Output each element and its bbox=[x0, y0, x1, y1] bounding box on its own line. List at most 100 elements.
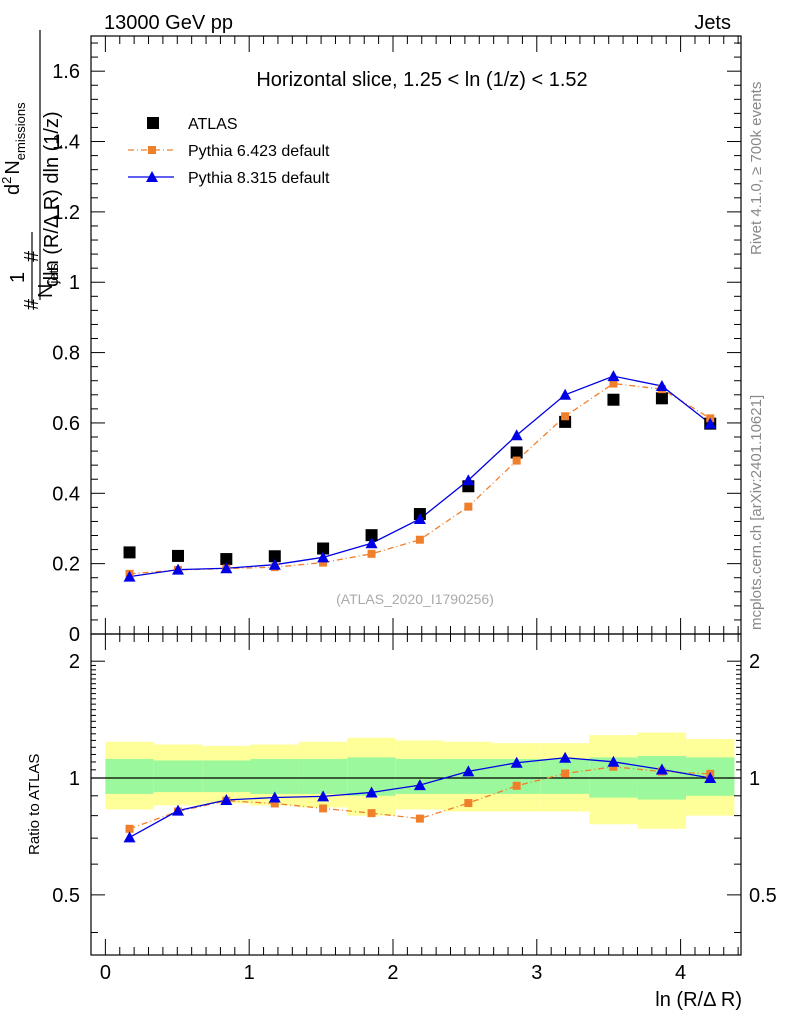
ratio-point-pythia8 bbox=[268, 791, 281, 803]
atlas-data-point bbox=[655, 392, 668, 405]
ratio-point-pythia6 bbox=[125, 824, 134, 833]
ratio-y-tick-label-left: 0.5 bbox=[52, 885, 80, 907]
pythia8-point bbox=[559, 388, 572, 400]
ylabel-numerator: d2Nemissions bbox=[0, 102, 28, 195]
pythia6-point bbox=[367, 549, 376, 558]
ratio-band-inner bbox=[202, 760, 251, 793]
header-left: 13000 GeV pp bbox=[104, 12, 233, 34]
ratio-point-pythia6 bbox=[367, 809, 376, 818]
legend-marker-pythia8 bbox=[146, 171, 158, 182]
series-line-pythia8 bbox=[129, 375, 711, 578]
ratio-point-pythia6 bbox=[561, 769, 570, 778]
pythia8-point bbox=[510, 429, 523, 441]
ratio-y-tick-label-left: 2 bbox=[69, 651, 80, 673]
legend-marker-atlas bbox=[147, 117, 159, 129]
analysis-watermark: (ATLAS_2020_I1790256) bbox=[336, 591, 494, 607]
x-tick-label: 0 bbox=[100, 962, 111, 984]
main-y-tick-label: 1 bbox=[69, 272, 80, 294]
ratio-y-tick-label-left: 1 bbox=[69, 768, 80, 790]
ratio-point-pythia8 bbox=[559, 751, 572, 763]
x-axis-label: ln (R/Δ R) bbox=[655, 989, 742, 1011]
ratio-point-pythia6 bbox=[464, 799, 473, 808]
ratio-y-tick-label-right: 1 bbox=[749, 768, 760, 790]
main-y-tick-label: 1.2 bbox=[52, 202, 80, 224]
pythia6-point bbox=[464, 502, 473, 511]
ratio-point-pythia8 bbox=[123, 831, 136, 843]
mcplots-label: mcplots.cern.ch [arXiv:2401.10621] bbox=[748, 395, 765, 630]
ratio-y-tick-label-right: 2 bbox=[749, 651, 760, 673]
main-panel: Horizontal slice, 1.25 < ln (1/z) < 1.52… bbox=[0, 30, 742, 646]
legend-label-atlas: ATLAS bbox=[188, 116, 238, 133]
series-line-pythia6 bbox=[129, 382, 711, 575]
ratio-point-pythia8 bbox=[607, 755, 620, 767]
pythia6-point bbox=[512, 456, 521, 465]
legend: ATLAS Pythia 6.423 default Pythia 8.315 … bbox=[128, 116, 330, 187]
ratio-band-inner bbox=[250, 758, 299, 794]
atlas-data-point bbox=[172, 549, 185, 562]
header-right: Jets bbox=[694, 12, 731, 34]
legend-label-pythia8: Pythia 8.315 default bbox=[188, 170, 330, 187]
ratio-plot-frame bbox=[90, 633, 742, 956]
ylabel-denominator: dln (R/Δ R) dln (1/z) bbox=[41, 111, 63, 287]
atlas-data-point bbox=[365, 529, 378, 542]
pythia8-point bbox=[462, 474, 475, 486]
ratio-point-pythia6 bbox=[512, 781, 521, 790]
ratio-point-pythia8 bbox=[413, 779, 426, 791]
pythia8-point bbox=[317, 551, 330, 563]
ratio-point-pythia6 bbox=[415, 814, 424, 823]
ratio-point-pythia8 bbox=[462, 765, 475, 777]
ratio-y-axis-label: Ratio to ATLAS bbox=[26, 754, 43, 855]
ratio-point-pythia6 bbox=[270, 799, 279, 808]
pythia8-point bbox=[220, 562, 233, 574]
pythia8-point bbox=[413, 512, 426, 524]
ratio-point-pythia8 bbox=[510, 756, 523, 768]
pythia6-point bbox=[609, 379, 618, 388]
ratio-point-pythia8 bbox=[655, 763, 668, 775]
pythia8-point bbox=[704, 417, 717, 429]
main-y-tick-label: 0.4 bbox=[52, 483, 80, 505]
pythia8-point bbox=[607, 370, 620, 382]
ratio-point-pythia8 bbox=[365, 786, 378, 798]
x-tick-label: 4 bbox=[675, 962, 686, 984]
ratio-band-inner bbox=[105, 758, 154, 794]
x-tick-label: 2 bbox=[387, 962, 398, 984]
pythia8-point bbox=[655, 380, 668, 392]
ratio-point-pythia8 bbox=[317, 790, 330, 802]
legend-marker-pythia6 bbox=[148, 146, 156, 154]
x-tick-label: 3 bbox=[531, 962, 542, 984]
main-y-tick-label: 0.2 bbox=[52, 554, 80, 576]
x-tick-label: 1 bbox=[244, 962, 255, 984]
main-y-tick-label: 0.6 bbox=[52, 413, 80, 435]
pythia8-point bbox=[172, 563, 185, 575]
main-y-tick-label: 1.6 bbox=[52, 61, 80, 83]
main-y-tick-label: 1.4 bbox=[52, 132, 80, 154]
pythia6-point bbox=[415, 535, 424, 544]
rivet-version-label: Rivet 4.1.0, ≥ 700k events bbox=[748, 82, 765, 255]
pythia6-point bbox=[561, 412, 570, 421]
legend-label-pythia6: Pythia 6.423 default bbox=[188, 143, 330, 160]
ratio-point-pythia8 bbox=[220, 793, 233, 805]
ylabel-hash-2: # bbox=[21, 250, 43, 262]
pythia8-point bbox=[268, 558, 281, 570]
atlas-data-point bbox=[510, 446, 523, 459]
atlas-data-point bbox=[123, 546, 136, 559]
atlas-data-point bbox=[317, 542, 330, 555]
ylabel-one: 1 bbox=[7, 272, 29, 283]
main-y-tick-label: 0.8 bbox=[52, 343, 80, 365]
ratio-panel: 0.5 0.5 1 1 2 2 0 1 2 3 4 Ratio to ATLAS ln (R/Δ R… bbox=[26, 633, 777, 1011]
ratio-band-inner bbox=[298, 758, 348, 794]
atlas-data-point bbox=[220, 553, 233, 566]
atlas-data-point bbox=[607, 393, 620, 406]
atlas-data-point bbox=[268, 550, 281, 563]
pythia8-point bbox=[365, 537, 378, 549]
ratio-point-pythia8 bbox=[172, 804, 185, 816]
ratio-point-pythia8 bbox=[704, 772, 717, 784]
pythia8-point bbox=[123, 570, 136, 582]
ratio-y-tick-label-right: 0.5 bbox=[749, 885, 777, 907]
main-y-axis-label: # 1 Njets d2Nemissions # dln (R/Δ R) dln… bbox=[0, 30, 63, 310]
main-y-tick-label-zero: 0 bbox=[69, 624, 80, 646]
pythia6-point bbox=[319, 558, 328, 567]
ratio-band-inner bbox=[153, 760, 203, 793]
chart-title: Horizontal slice, 1.25 < ln (1/z) < 1.52 bbox=[256, 69, 587, 91]
